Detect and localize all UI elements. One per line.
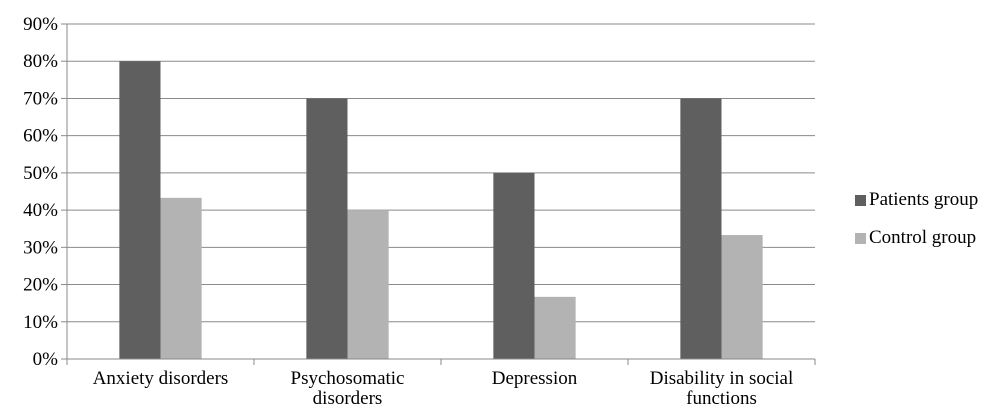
y-tick-label: 60% — [23, 126, 58, 147]
y-tick-label: 50% — [23, 163, 58, 184]
y-tick-label: 70% — [23, 88, 58, 109]
x-category-label: Depression — [492, 368, 578, 389]
y-tick-label: 30% — [23, 237, 58, 258]
y-tick-label: 10% — [23, 312, 58, 333]
legend-label-patients: Patients group — [869, 189, 979, 210]
legend-swatch-patients — [855, 194, 866, 206]
legend-swatch-control — [855, 232, 866, 244]
bar-patients — [119, 61, 161, 359]
axes — [61, 23, 816, 365]
y-tick-label: 20% — [23, 275, 58, 296]
bar-control — [534, 296, 576, 359]
legend: Patients group Control group — [855, 185, 978, 261]
y-axis-ticks: 0% 10% 20% 30% 40% 50% 60% 70% 80% 90% — [23, 14, 58, 370]
x-category-label: Disability in social functions — [650, 368, 794, 409]
bars — [119, 61, 763, 359]
legend-label-control: Control group — [869, 227, 977, 248]
y-tick-label: 90% — [23, 14, 58, 35]
legend-item-patients: Patients group — [855, 185, 978, 215]
bar-control — [721, 235, 763, 359]
x-category-label: Anxiety disorders — [93, 368, 229, 389]
bar-patients — [680, 98, 722, 359]
legend-item-control: Control group — [855, 223, 978, 253]
bar-control — [347, 210, 389, 359]
y-tick-label: 0% — [33, 349, 59, 370]
x-axis-labels: Anxiety disorders Psychosomatic disorders D… — [93, 368, 794, 409]
bar-control — [160, 197, 202, 359]
bar-patients — [306, 98, 348, 359]
x-category-label: Psychosomatic disorders — [291, 368, 405, 409]
y-tick-label: 40% — [23, 200, 58, 221]
bar-patients — [493, 172, 535, 359]
y-tick-label: 80% — [23, 51, 58, 72]
